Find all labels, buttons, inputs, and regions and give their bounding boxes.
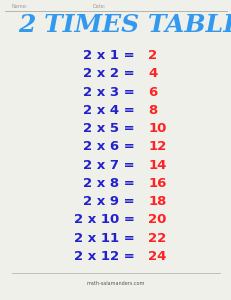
Text: 14: 14 bbox=[148, 159, 166, 172]
Text: 2 x 11 =: 2 x 11 = bbox=[73, 232, 134, 244]
Text: 16: 16 bbox=[148, 177, 166, 190]
Text: 2 x 8 =: 2 x 8 = bbox=[82, 177, 134, 190]
Text: 2 x 6 =: 2 x 6 = bbox=[82, 140, 134, 153]
Text: 2: 2 bbox=[148, 49, 157, 62]
Text: Date:: Date: bbox=[92, 4, 106, 9]
Text: math-salamanders.com: math-salamanders.com bbox=[86, 281, 145, 286]
Text: 10: 10 bbox=[148, 122, 166, 135]
Text: 24: 24 bbox=[148, 250, 166, 263]
Text: 22: 22 bbox=[148, 232, 166, 244]
Text: 2 x 2 =: 2 x 2 = bbox=[82, 68, 134, 80]
Text: 18: 18 bbox=[148, 195, 166, 208]
Text: Name:: Name: bbox=[12, 4, 28, 9]
Text: 8: 8 bbox=[148, 104, 157, 117]
Text: 2 x 7 =: 2 x 7 = bbox=[82, 159, 134, 172]
Text: 12: 12 bbox=[148, 140, 166, 153]
Text: 2 x 4 =: 2 x 4 = bbox=[82, 104, 134, 117]
Text: 20: 20 bbox=[148, 213, 166, 226]
Text: 2 x 10 =: 2 x 10 = bbox=[73, 213, 134, 226]
Text: 2 x 12 =: 2 x 12 = bbox=[73, 250, 134, 263]
Text: 2 x 9 =: 2 x 9 = bbox=[82, 195, 134, 208]
Text: 6: 6 bbox=[148, 85, 157, 99]
Text: 2 x 3 =: 2 x 3 = bbox=[82, 85, 134, 99]
Text: 2 x 1 =: 2 x 1 = bbox=[82, 49, 134, 62]
Text: 2 x 5 =: 2 x 5 = bbox=[82, 122, 134, 135]
Text: 2 TIMES TABLE: 2 TIMES TABLE bbox=[18, 14, 231, 38]
Text: 4: 4 bbox=[148, 68, 157, 80]
